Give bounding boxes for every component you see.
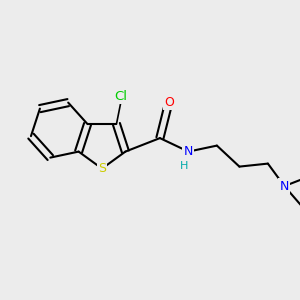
Text: O: O bbox=[164, 96, 174, 109]
Text: N: N bbox=[184, 145, 193, 158]
Text: N: N bbox=[280, 180, 289, 193]
Text: S: S bbox=[98, 162, 106, 175]
Text: Cl: Cl bbox=[115, 90, 128, 103]
Text: H: H bbox=[180, 161, 188, 171]
